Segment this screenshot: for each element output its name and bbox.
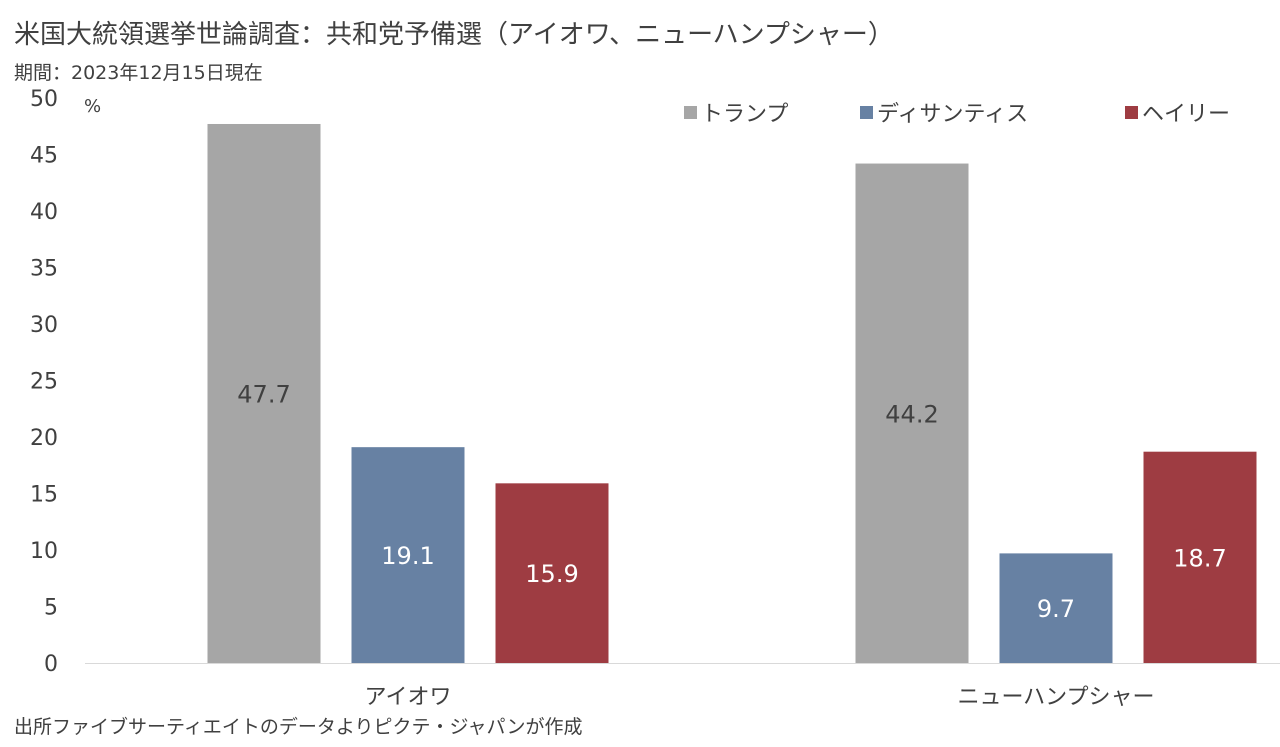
bar bbox=[207, 123, 321, 664]
x-axis: アイオワ ニューハンプシャー bbox=[365, 685, 1155, 710]
chart-title: 米国大統領選挙世論調査：共和党予備選（アイオワ、ニューハンプシャー） bbox=[14, 20, 894, 50]
legend-swatch bbox=[1125, 106, 1138, 119]
bar bbox=[1143, 451, 1257, 663]
bar-data-label: 19.1 bbox=[381, 542, 434, 570]
bar bbox=[495, 483, 609, 663]
y-tick-label: 5 bbox=[44, 596, 58, 621]
bar bbox=[999, 553, 1113, 663]
bar-series: 47.7 19.1 15.9 44.2 9.7 18.7 bbox=[207, 123, 1257, 664]
legend-swatch bbox=[684, 106, 697, 119]
legend-label: ヘイリー bbox=[1142, 102, 1230, 127]
y-unit-label: % bbox=[84, 96, 101, 117]
y-tick-label: 0 bbox=[44, 652, 58, 677]
y-tick-label: 45 bbox=[30, 144, 58, 169]
chart-subtitle: 期間：2023年12月15日現在 bbox=[14, 62, 263, 84]
y-tick-label: 35 bbox=[30, 257, 58, 282]
y-tick-label: 10 bbox=[30, 539, 58, 564]
bar-data-label: 9.7 bbox=[1037, 595, 1075, 623]
source-note: 出所ファイブサーティエイトのデータよりピクテ・ジャパンが作成 bbox=[14, 716, 583, 738]
bar-data-label: 47.7 bbox=[237, 380, 290, 408]
y-tick-label: 20 bbox=[30, 426, 58, 451]
legend-label: トランプ bbox=[701, 102, 788, 127]
legend-label: ディサンティス bbox=[877, 102, 1028, 127]
bar-data-label: 15.9 bbox=[525, 560, 578, 588]
bar-data-label: 18.7 bbox=[1173, 544, 1226, 572]
y-tick-label: 25 bbox=[30, 370, 58, 395]
y-tick-label: 40 bbox=[30, 200, 58, 225]
bar bbox=[855, 163, 969, 664]
bar-data-label: 44.2 bbox=[885, 400, 938, 428]
x-category-label: ニューハンプシャー bbox=[958, 685, 1155, 710]
y-tick-label: 50 bbox=[30, 87, 58, 112]
y-axis: 0 5 10 15 20 25 30 35 40 45 50% bbox=[30, 87, 1280, 677]
legend: トランプ ディサンティス ヘイリー bbox=[684, 102, 1230, 127]
y-tick-label: 15 bbox=[30, 483, 58, 508]
bar bbox=[351, 447, 465, 663]
legend-swatch bbox=[860, 106, 873, 119]
x-category-label: アイオワ bbox=[365, 685, 452, 710]
y-tick-label: 30 bbox=[30, 313, 58, 338]
